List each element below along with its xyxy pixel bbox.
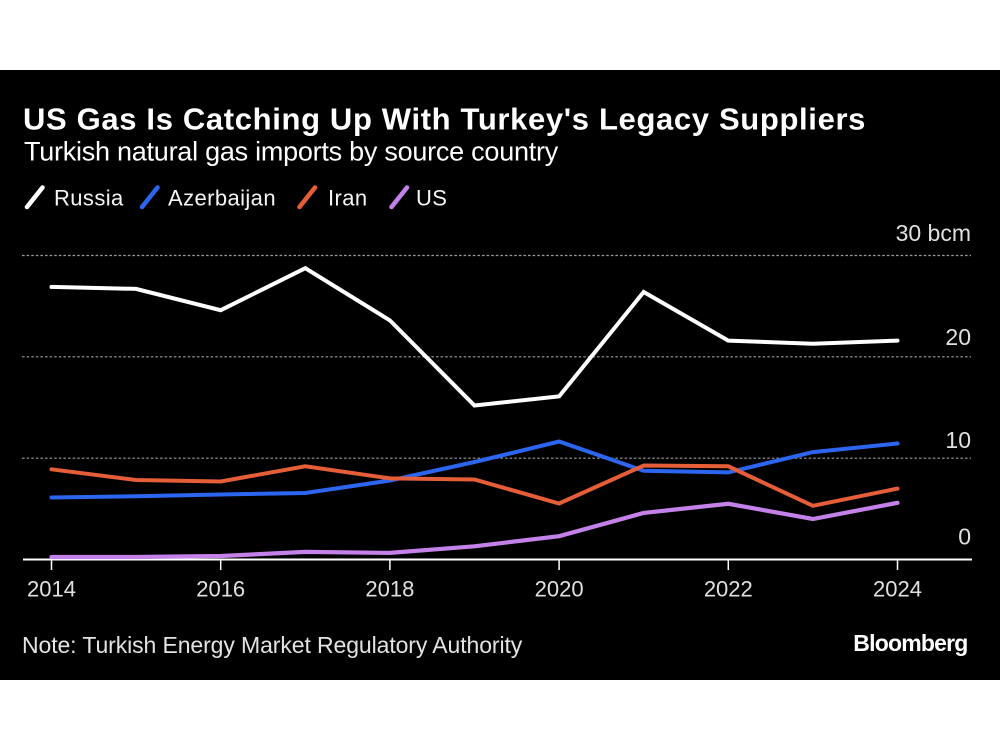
- svg-text:US: US: [416, 186, 447, 211]
- svg-text:Azerbaijan: Azerbaijan: [168, 186, 276, 211]
- svg-text:US Gas Is Catching Up With Tur: US Gas Is Catching Up With Turkey's Lega…: [23, 102, 866, 137]
- svg-text:2016: 2016: [196, 577, 245, 602]
- svg-text:Russia: Russia: [54, 186, 124, 211]
- svg-text:20: 20: [945, 324, 971, 350]
- svg-text:2014: 2014: [27, 577, 76, 602]
- svg-text:Note: Turkish Energy Market Re: Note: Turkish Energy Market Regulatory A…: [22, 632, 523, 658]
- svg-text:10: 10: [945, 427, 971, 453]
- svg-text:2020: 2020: [535, 577, 584, 602]
- svg-text:0: 0: [958, 524, 971, 550]
- svg-text:Turkish natural gas imports by: Turkish natural gas imports by source co…: [24, 137, 559, 167]
- svg-text:2024: 2024: [873, 577, 922, 602]
- svg-text:Iran: Iran: [328, 186, 368, 211]
- svg-text:30 bcm: 30 bcm: [896, 220, 971, 246]
- svg-text:Bloomberg: Bloomberg: [853, 630, 967, 656]
- svg-text:2018: 2018: [365, 577, 414, 602]
- svg-text:2022: 2022: [704, 577, 753, 602]
